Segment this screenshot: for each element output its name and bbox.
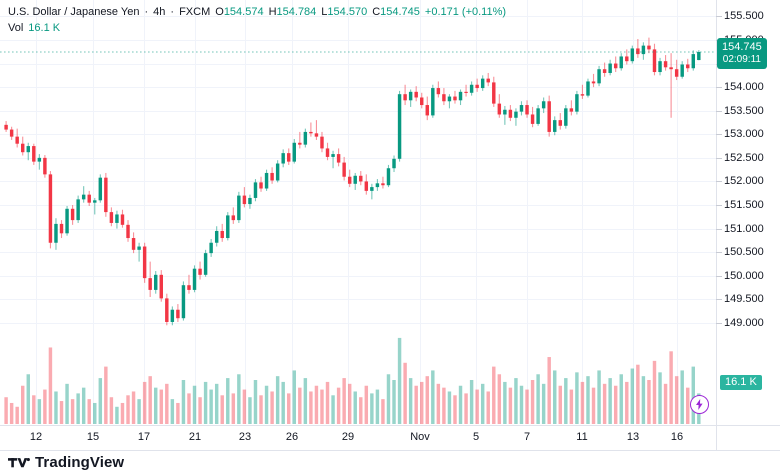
change-value: +0.171 (+0.11%): [424, 6, 507, 18]
price-tick-dash: [716, 205, 722, 207]
price-tick-dash: [716, 252, 722, 254]
price-axis-tick: 151.000: [716, 223, 764, 235]
price-axis-tick: 149.500: [716, 293, 764, 305]
price-tick-dash: [716, 87, 722, 89]
low-label: L: [321, 6, 328, 18]
price-axis-tick: 151.500: [716, 199, 764, 211]
lightning-bolt-icon[interactable]: [690, 395, 710, 414]
price-tick-dash: [716, 275, 722, 277]
price-axis-tick: 154.000: [716, 81, 764, 93]
price-tick-dash: [716, 181, 722, 183]
time-axis-tick: 12: [29, 431, 43, 443]
volume-value-badge[interactable]: 16.1 K: [720, 375, 762, 391]
time-axis-tick: 16: [670, 431, 684, 443]
price-axis-tick: 150.500: [716, 246, 764, 258]
price-axis-tick: 155.500: [716, 10, 764, 22]
time-axis-bottom-border: [0, 450, 780, 451]
time-axis-tick: 17: [137, 431, 151, 443]
current-price-value: 154.745: [722, 40, 762, 53]
open-label: O: [215, 6, 224, 18]
high-label: H: [268, 6, 277, 18]
tradingview-watermark: TradingView: [8, 455, 124, 470]
time-axis-tick: 15: [86, 431, 100, 443]
time-axis-tick: 13: [626, 431, 640, 443]
time-axis-tick: Nov: [410, 431, 430, 443]
price-axis-tick: 153.500: [716, 105, 764, 117]
time-axis-tick: 21: [188, 431, 202, 443]
exchange-label: FXCM: [179, 6, 211, 18]
close-value: 154.745: [380, 6, 420, 18]
price-tick-dash: [716, 110, 722, 112]
high-value: 154.784: [276, 6, 317, 18]
interval-label[interactable]: 4h: [153, 6, 166, 18]
price-axis[interactable]: 155.500155.000154.500154.000153.500153.0…: [716, 0, 780, 425]
chart-legend: U.S. Dollar / Japanese Yen · 4h · FXCM O154.5…: [8, 5, 506, 35]
close-label: C: [372, 6, 381, 18]
tradingview-logo-icon: [8, 457, 30, 467]
current-price-badge[interactable]: 154.745 02:09:11: [718, 38, 766, 68]
bar-countdown: 02:09:11: [722, 53, 761, 65]
price-axis-tick: 152.000: [716, 175, 764, 187]
price-tick-dash: [716, 134, 722, 136]
axis-corner-divider: [716, 425, 717, 451]
lightning-bolt-glyph: [696, 399, 703, 410]
time-axis[interactable]: 12 15 17 21 23 26 29 Nov 5 7 11 13 16: [0, 425, 780, 451]
price-axis-tick: 149.000: [716, 317, 764, 329]
symbol-name[interactable]: U.S. Dollar / Japanese Yen: [8, 6, 140, 18]
volume-label: Vol: [8, 22, 24, 34]
volume-value: 16.1 K: [28, 22, 61, 34]
brand-name: TradingView: [35, 454, 125, 471]
time-axis-tick: 26: [285, 431, 299, 443]
legend-volume-row[interactable]: Vol 16.1 K: [8, 21, 506, 35]
time-axis-top-border: [0, 425, 780, 426]
price-axis-tick: 153.000: [716, 128, 764, 140]
price-tick-dash: [716, 16, 722, 18]
price-axis-tick: 150.000: [716, 270, 764, 282]
time-axis-tick: 29: [341, 431, 355, 443]
low-value: 154.570: [327, 6, 368, 18]
price-tick-dash: [716, 299, 722, 301]
chart-plot-area[interactable]: [0, 0, 716, 425]
price-tick-dash: [716, 322, 722, 324]
time-axis-tick: 11: [576, 431, 588, 443]
price-axis-tick: 152.500: [716, 152, 764, 164]
time-axis-tick: 23: [238, 431, 252, 443]
candlestick-svg: [0, 0, 716, 424]
price-tick-dash: [716, 157, 722, 159]
legend-main-row[interactable]: U.S. Dollar / Japanese Yen · 4h · FXCM O154.5…: [8, 5, 506, 19]
legend-separator-1: ·: [144, 6, 149, 18]
price-axis-border: [716, 0, 717, 425]
time-axis-tick: 5: [472, 431, 480, 443]
time-axis-tick: 7: [523, 431, 531, 443]
price-tick-dash: [716, 228, 722, 230]
legend-separator-2: ·: [170, 6, 175, 18]
open-value: 154.574: [223, 6, 264, 18]
